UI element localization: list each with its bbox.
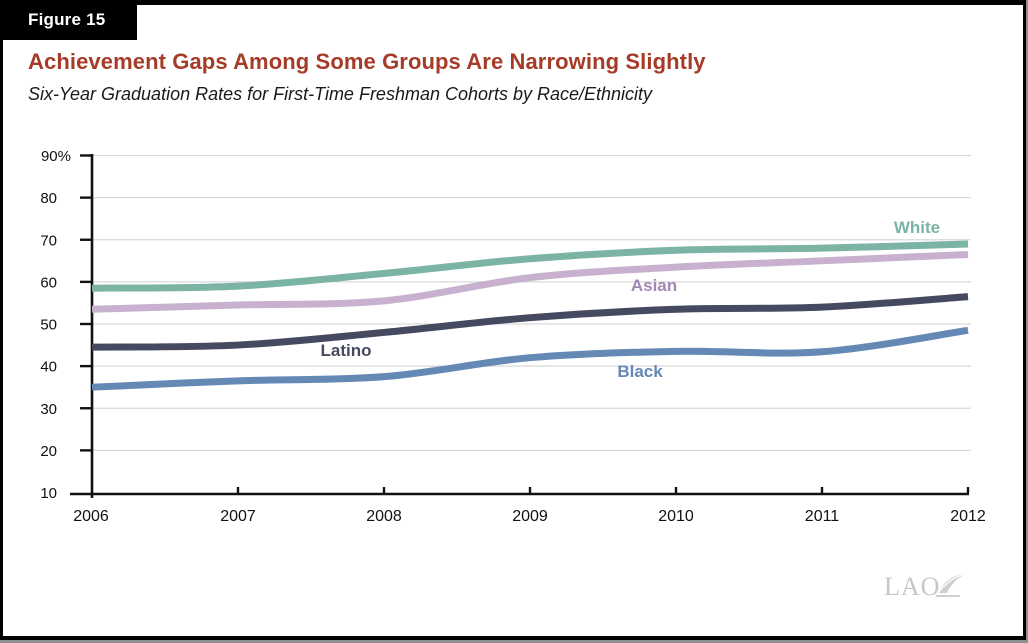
quill-icon xyxy=(936,573,966,597)
y-tick-label-30: 30 xyxy=(40,401,57,418)
chart-title: Achievement Gaps Among Some Groups Are N… xyxy=(28,49,706,74)
series-label-asian: Asian xyxy=(631,276,677,295)
y-tick-label-50: 50 xyxy=(40,317,57,334)
y-tick-label-80: 80 xyxy=(40,190,57,207)
series-line-white xyxy=(91,240,969,292)
lao-logo-text: LAO xyxy=(884,572,941,601)
y-tick-label-20: 20 xyxy=(40,443,57,460)
y-tick-label-40: 40 xyxy=(40,359,57,376)
y-tick-label-10: 10 xyxy=(40,485,57,502)
x-tick-label-2008: 2008 xyxy=(366,508,402,525)
series-line-asian xyxy=(91,250,969,313)
x-tick-label-2009: 2009 xyxy=(512,508,548,525)
figure-label-text: Figure 15 xyxy=(28,10,106,29)
figure-label: Figure 15 xyxy=(0,0,137,40)
series-line-black xyxy=(91,326,969,391)
series-label-black: Black xyxy=(617,362,663,381)
x-tick-label-2006: 2006 xyxy=(73,508,109,525)
x-tick-label-2010: 2010 xyxy=(658,508,694,525)
y-tick-label-70: 70 xyxy=(40,232,57,249)
series-label-white: White xyxy=(894,218,940,237)
y-tick-label-60: 60 xyxy=(40,274,57,291)
chart-subtitle: Six-Year Graduation Rates for First-Time… xyxy=(28,84,653,104)
x-tick-label-2007: 2007 xyxy=(220,508,256,525)
x-tick-label-2012: 2012 xyxy=(950,508,986,525)
series-line-latino xyxy=(91,293,969,351)
lao-logo: LAO xyxy=(884,572,968,602)
y-tick-label-90: 90% xyxy=(41,148,71,165)
series-label-latino: Latino xyxy=(321,341,372,360)
x-tick-label-2011: 2011 xyxy=(805,508,840,525)
